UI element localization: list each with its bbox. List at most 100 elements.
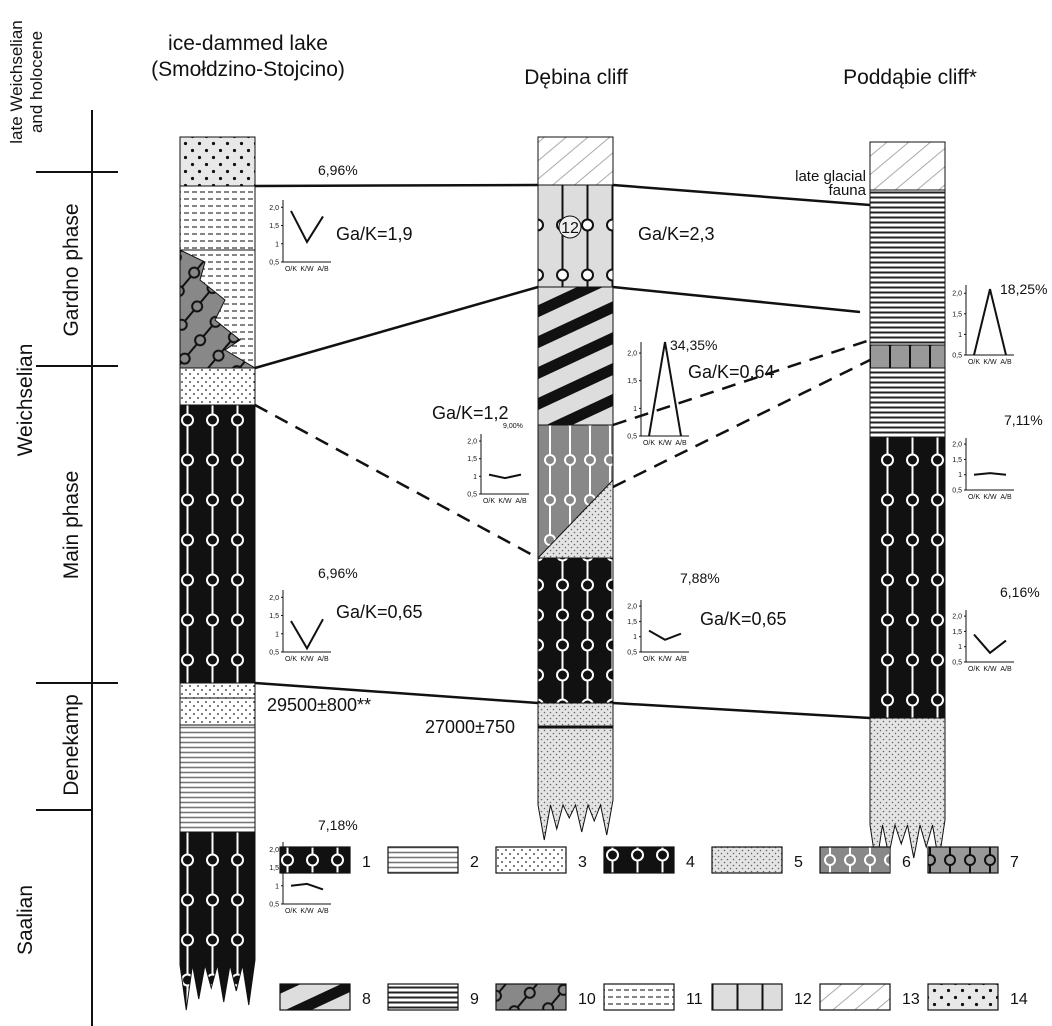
- legend-swatch: [495, 846, 567, 874]
- legend-label: 4: [686, 854, 695, 871]
- layer: [537, 136, 614, 186]
- y-tick-label: 2,0: [952, 291, 962, 298]
- x-tick-label: K/W: [300, 266, 314, 273]
- y-tick-label: 0,5: [952, 488, 962, 495]
- percent-label: 9,00%: [503, 423, 523, 430]
- mini-chart: 2,0 1,5 1 0,5 O/K K/W A/B 9,00%: [467, 423, 529, 505]
- x-tick-label: K/W: [983, 494, 997, 501]
- stage-label: Denekamp: [60, 694, 83, 796]
- legend-swatch: [819, 983, 891, 1011]
- line: [973, 288, 1007, 356]
- y-tick-label: 0,5: [269, 650, 279, 657]
- x-tick-label: K/W: [300, 656, 314, 663]
- legend-swatch: [387, 846, 459, 874]
- legend-swatch: [927, 846, 999, 874]
- correlation-line: [254, 285, 539, 370]
- x-tick-label: K/W: [983, 666, 997, 673]
- y-tick-label: 1,5: [269, 223, 279, 230]
- y-tick-label: 1,5: [269, 613, 279, 620]
- legend-swatch: [819, 846, 891, 874]
- y-tick-label: 1,5: [467, 456, 477, 463]
- mini-chart: 2,0 1,5 1 0,5 O/K K/W A/B 34,35%: [627, 337, 717, 447]
- column-title: Dębina cliff: [524, 66, 628, 89]
- layer: [537, 286, 614, 426]
- legend-swatch: [387, 983, 459, 1011]
- stage-label: Weichselian: [14, 344, 37, 457]
- legend-swatch: [603, 983, 675, 1011]
- x-tick-label: A/B: [1000, 494, 1012, 501]
- y-tick-label: 1: [958, 332, 962, 339]
- line: [290, 882, 324, 891]
- y-tick-label: 1: [275, 883, 279, 890]
- x-tick-label: O/K: [643, 656, 655, 663]
- y-tick-label: 2,0: [467, 439, 477, 446]
- x-tick-label: O/K: [968, 494, 980, 501]
- layer: [179, 724, 256, 833]
- ratio-label: Ga/K=2,3: [638, 224, 715, 244]
- x-tick-label: O/K: [643, 440, 655, 447]
- ratio-label: Ga/K=1,2: [432, 403, 509, 423]
- y-tick-label: 2,0: [952, 442, 962, 449]
- mini-chart: 2,0 1,5 1 0,5 O/K K/W A/B 7,18%: [269, 817, 357, 915]
- correlation-line: [612, 285, 861, 314]
- correlation-line: [612, 701, 871, 720]
- legend-label: 11: [686, 991, 703, 1008]
- layer: [869, 717, 946, 867]
- x-tick-label: K/W: [658, 440, 672, 447]
- percent-label: 7,88%: [680, 570, 720, 586]
- x-tick-label: A/B: [675, 656, 687, 663]
- legend-swatch: [279, 846, 351, 874]
- legend-swatch: [711, 983, 783, 1011]
- layer: [179, 404, 256, 684]
- layer: [869, 344, 946, 369]
- layer: [179, 697, 256, 726]
- legend-swatch: [927, 983, 999, 1011]
- percent-label: 18,25%: [1000, 281, 1047, 297]
- layer: [537, 702, 614, 728]
- layer-number-circle: [558, 215, 582, 239]
- column-title: Poddąbie cliff*: [843, 66, 977, 89]
- fauna-note: fauna: [828, 182, 866, 199]
- y-tick-label: 0,5: [269, 260, 279, 267]
- y-tick-label: 2,0: [269, 595, 279, 602]
- mini-chart: 2,0 1,5 1 0,5 O/K K/W A/B 7,11%: [952, 412, 1042, 501]
- y-tick-label: 0,5: [627, 434, 637, 441]
- legend-swatch: [279, 983, 351, 1011]
- x-tick-label: O/K: [968, 359, 980, 366]
- y-tick-label: 0,5: [269, 902, 279, 909]
- correlation-line: [612, 338, 871, 427]
- legend-swatch: [711, 846, 783, 874]
- x-tick-label: A/B: [317, 656, 329, 663]
- date-label: 29500±800**: [267, 695, 371, 715]
- x-tick-label: A/B: [675, 440, 687, 447]
- y-tick-label: 1,5: [952, 311, 962, 318]
- y-tick-label: 1,5: [627, 619, 637, 626]
- stage-label: Main phase: [60, 471, 83, 580]
- layer: [537, 557, 614, 704]
- x-tick-label: K/W: [300, 908, 314, 915]
- x-tick-label: K/W: [658, 656, 672, 663]
- y-tick-label: 0,5: [952, 660, 962, 667]
- legend-label: 7: [1010, 854, 1019, 871]
- y-tick-label: 2,0: [269, 205, 279, 212]
- y-tick-label: 1,5: [952, 629, 962, 636]
- stage-label: late Weichselian: [7, 20, 26, 143]
- line: [488, 473, 522, 480]
- x-tick-label: O/K: [968, 666, 980, 673]
- y-tick-label: 0,5: [627, 650, 637, 657]
- percent-label: 6,16%: [1000, 584, 1040, 600]
- mini-chart: 2,0 1,5 1 0,5 O/K K/W A/B 6,16%: [952, 584, 1039, 673]
- x-tick-label: O/K: [285, 266, 297, 273]
- layer: [869, 367, 946, 438]
- layer: [179, 682, 256, 699]
- stage-label: and holocene: [27, 31, 46, 133]
- mini-chart: 2,0 1,5 1 0,5 O/K K/W A/B 18,25%: [952, 281, 1047, 366]
- x-tick-label: O/K: [285, 656, 297, 663]
- layer: [179, 185, 256, 251]
- percent-label: 7,18%: [318, 817, 358, 833]
- legend-label: 3: [578, 854, 587, 871]
- layer: [537, 424, 614, 560]
- line: [648, 629, 682, 641]
- legend-label: 2: [470, 854, 479, 871]
- correlation-line: [254, 681, 539, 705]
